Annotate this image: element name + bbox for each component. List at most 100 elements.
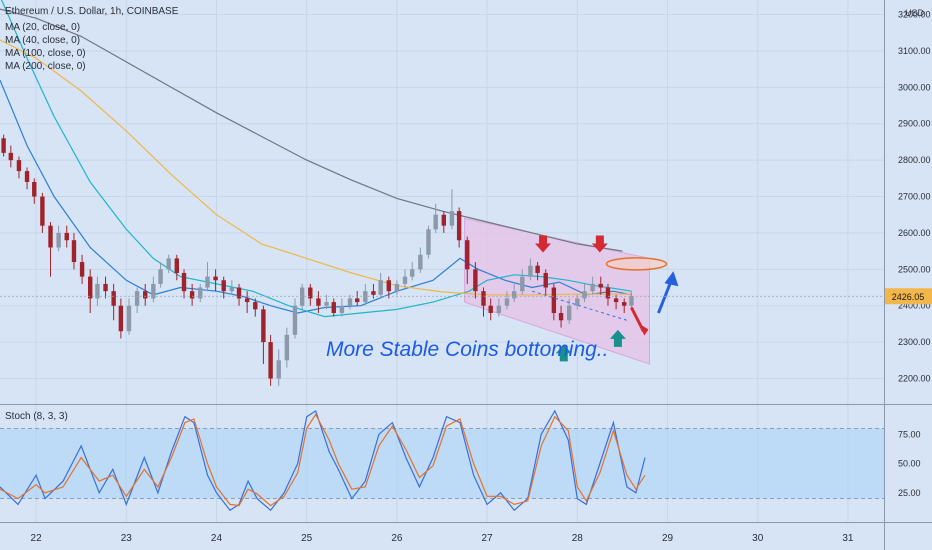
candle-body-76 bbox=[598, 283, 603, 288]
candle-body-70 bbox=[551, 287, 557, 314]
candle-body-80 bbox=[629, 296, 634, 306]
legend-ma100[interactable]: MA (100, close, 0) bbox=[5, 48, 86, 59]
candle-body-52 bbox=[410, 269, 415, 277]
date-tick-label-8: 30 bbox=[752, 533, 764, 544]
ma-line-0 bbox=[0, 79, 632, 314]
candle-body-29 bbox=[229, 287, 235, 292]
date-tick-label-9: 31 bbox=[842, 533, 854, 544]
candle-body-49 bbox=[386, 280, 391, 292]
stoch-legend[interactable]: Stoch (8, 3, 3) bbox=[5, 411, 68, 422]
candle-body-22 bbox=[174, 258, 179, 273]
date-tick-label-2: 24 bbox=[211, 533, 223, 544]
red-down-arrow-head bbox=[638, 323, 649, 336]
candle-body-61 bbox=[481, 291, 486, 306]
stoch-tick-label-1: 50.00 bbox=[898, 459, 921, 469]
candle-body-30 bbox=[236, 287, 242, 299]
date-tick-label-0: 22 bbox=[31, 533, 43, 544]
candle-body-65 bbox=[511, 291, 517, 299]
candle-body-7 bbox=[56, 232, 61, 248]
price-tick-label-10: 3200.00 bbox=[898, 10, 931, 20]
candle-body-44 bbox=[347, 298, 353, 306]
price-tick-label-4: 2600.00 bbox=[898, 228, 931, 238]
candle-body-57 bbox=[449, 211, 455, 226]
candle-body-47 bbox=[371, 291, 376, 295]
main-pane-bg bbox=[0, 0, 884, 404]
stoch-tick-label-2: 75.00 bbox=[898, 429, 921, 439]
candle-body-71 bbox=[558, 313, 564, 321]
candle-body-6 bbox=[48, 225, 53, 248]
candle-body-20 bbox=[158, 269, 163, 284]
candle-body-50 bbox=[394, 283, 400, 292]
last-price-label: 2426.05 bbox=[892, 292, 925, 302]
support-arrow-1 bbox=[609, 329, 626, 347]
axis-labels: 2200.00 2300.00 2400.00 2500.00 2600.00 2700.… bbox=[31, 10, 932, 544]
candle-body-48 bbox=[378, 280, 383, 295]
candle-body-2 bbox=[16, 160, 22, 172]
candle-body-4 bbox=[32, 181, 37, 197]
date-tick-label-1: 23 bbox=[121, 533, 133, 544]
candle-body-66 bbox=[520, 276, 525, 292]
candle-body-42 bbox=[331, 302, 336, 314]
support-arrow-0 bbox=[555, 344, 572, 362]
candle-body-31 bbox=[244, 298, 250, 303]
candle-body-18 bbox=[143, 291, 148, 299]
legend-ma40[interactable]: MA (40, close, 0) bbox=[5, 35, 81, 46]
candle-body-41 bbox=[324, 302, 329, 306]
price-tick-label-3: 2500.00 bbox=[898, 264, 931, 274]
candle-body-16 bbox=[126, 305, 132, 332]
date-tick-label-5: 27 bbox=[482, 533, 494, 544]
candle-body-55 bbox=[433, 214, 438, 230]
candle-body-11 bbox=[88, 276, 93, 299]
drawing-marks bbox=[0, 235, 884, 362]
price-tick-label-7: 2900.00 bbox=[898, 119, 931, 129]
candle-body-24 bbox=[189, 291, 195, 299]
candle-body-78 bbox=[613, 298, 619, 303]
last-price-tag bbox=[885, 288, 932, 305]
stoch-line-0 bbox=[0, 409, 646, 512]
stoch-tick-label-0: 25.00 bbox=[898, 488, 921, 498]
legend-ma200[interactable]: MA (200, close, 0) bbox=[5, 61, 86, 72]
price-tick-label-0: 2200.00 bbox=[898, 374, 931, 384]
ma-line-1 bbox=[0, 0, 632, 318]
candle-body-33 bbox=[261, 309, 266, 343]
candle-body-35 bbox=[276, 360, 281, 379]
candle-body-53 bbox=[418, 254, 423, 270]
candle-body-69 bbox=[543, 272, 548, 288]
legend-ma20[interactable]: MA (20, close, 0) bbox=[5, 22, 81, 33]
candle-body-75 bbox=[590, 283, 595, 292]
ma-line-3 bbox=[0, 8, 623, 252]
candle-body-25 bbox=[198, 287, 203, 299]
candle-body-8 bbox=[64, 232, 69, 241]
blue-up-arrow-head bbox=[664, 271, 679, 287]
candle-body-58 bbox=[456, 211, 462, 241]
target-ellipse bbox=[605, 257, 668, 271]
candle-body-36 bbox=[284, 334, 290, 361]
moving-averages bbox=[0, 0, 632, 318]
stoch-line-1 bbox=[0, 413, 646, 507]
candle-body-39 bbox=[308, 287, 313, 299]
candle-body-12 bbox=[95, 283, 100, 299]
candle-body-28 bbox=[221, 280, 226, 292]
candle-body-19 bbox=[151, 283, 156, 299]
candle-body-63 bbox=[496, 305, 502, 314]
price-tick-label-1: 2300.00 bbox=[898, 337, 931, 347]
candle-body-32 bbox=[253, 302, 258, 310]
currency-label: USD bbox=[905, 8, 925, 18]
candle-body-73 bbox=[575, 298, 580, 306]
price-tick-label-2: 2400.00 bbox=[898, 301, 931, 311]
date-tick-label-7: 29 bbox=[662, 533, 674, 544]
candle-body-34 bbox=[268, 342, 273, 379]
dashed-trendline bbox=[532, 290, 628, 321]
stable-coins-annotation: More Stable Coins bottoming.. bbox=[326, 338, 608, 361]
candle-body-67 bbox=[528, 265, 533, 277]
price-tick-label-5: 2700.00 bbox=[898, 192, 931, 202]
date-tick-label-3: 25 bbox=[301, 533, 313, 544]
candle-body-26 bbox=[205, 276, 210, 288]
candle-body-23 bbox=[181, 272, 187, 292]
candle-body-77 bbox=[605, 287, 611, 299]
candle-body-43 bbox=[339, 305, 345, 314]
candle-body-3 bbox=[24, 171, 30, 182]
candle-body-1 bbox=[8, 152, 14, 161]
